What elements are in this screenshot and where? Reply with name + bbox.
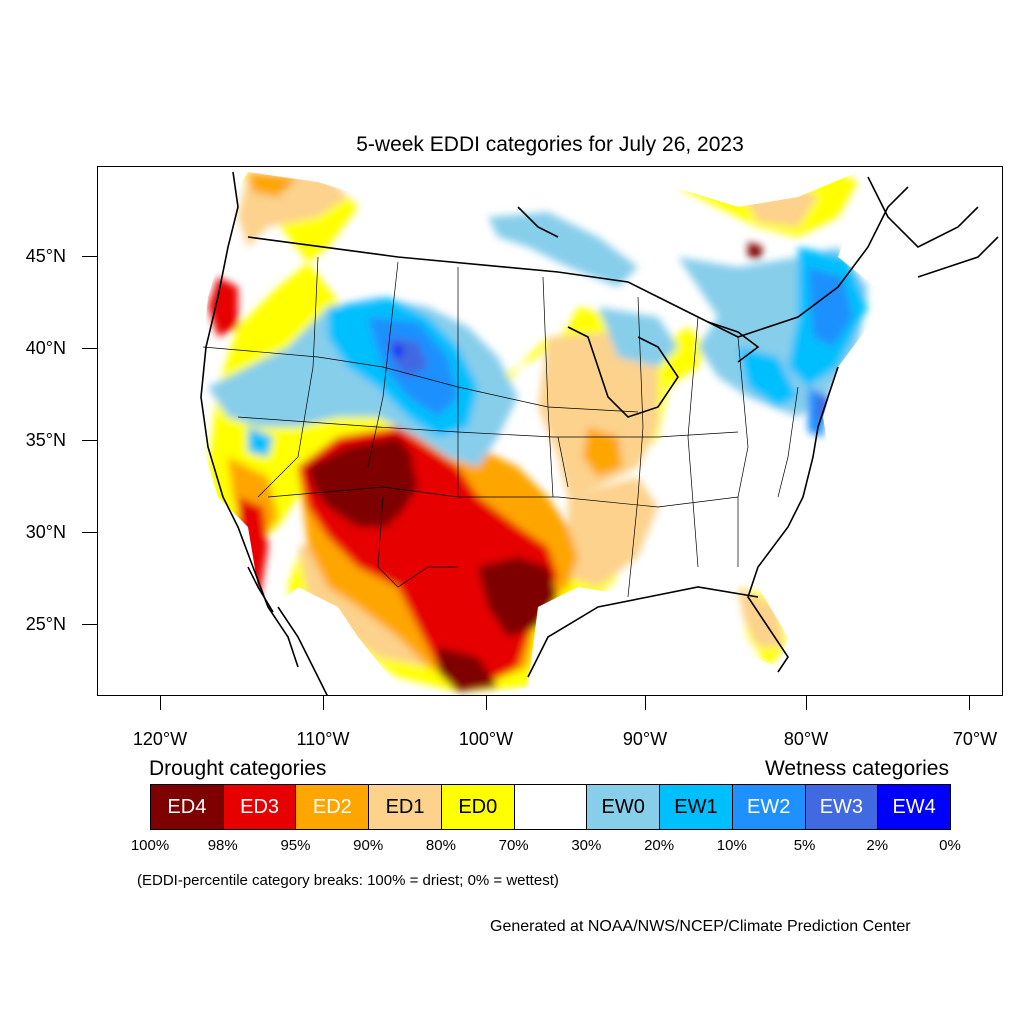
lon-tick (806, 696, 807, 710)
lon-tick (969, 696, 970, 710)
legend-break-label: 5% (793, 837, 816, 854)
lat-label-30: 30°N (25, 522, 66, 542)
legend-swatch: ED2 (295, 784, 370, 830)
lat-tick (82, 256, 97, 257)
lon-label-70: 70°W (952, 729, 998, 749)
legend-break-label: 70% (498, 837, 529, 854)
credit-line: Generated at NOAA/NWS/NCEP/Climate Predi… (490, 918, 911, 935)
lat-tick (82, 440, 97, 441)
legend-swatch: ED1 (368, 784, 442, 830)
lon-label-110: 110°W (296, 729, 350, 749)
lat-label-25: 25°N (25, 614, 66, 634)
lat-tick (82, 348, 97, 349)
map-title: 5-week EDDI categories for July 26, 2023 (356, 133, 744, 156)
eddi-map (198, 171, 999, 695)
legend-swatch: EW1 (659, 784, 733, 830)
legend-break-label: 30% (571, 837, 602, 854)
category-note: (EDDI-percentile category breaks: 100% =… (137, 872, 559, 889)
lon-label-120: 120°W (132, 729, 188, 749)
legend-break-label: 20% (644, 837, 675, 854)
legend-swatch: EW4 (877, 784, 951, 830)
lon-tick (486, 696, 487, 710)
legend-break-label: 98% (207, 837, 238, 854)
legend-break-label: 90% (353, 837, 384, 854)
legend-break-label: 2% (866, 837, 889, 854)
legend-break-label: 0% (939, 837, 961, 854)
state-borders (202, 256, 799, 598)
lat-label-40: 40°N (25, 338, 66, 358)
lon-label-90: 90°W (622, 729, 668, 749)
lon-label-100: 100°W (458, 729, 514, 749)
legend-swatch: EW0 (586, 784, 661, 830)
eddi-field (198, 172, 888, 695)
coastline (200, 171, 999, 695)
legend-bar: ED4 ED3 ED2 ED1 ED0 EW0 EW1 EW2 EW3 EW4 (150, 784, 951, 830)
legend-break-label: 95% (280, 837, 311, 854)
lon-tick (160, 696, 161, 710)
wetness-heading: Wetness categories (764, 757, 949, 780)
lon-tick (645, 696, 646, 710)
lat-label-35: 35°N (25, 430, 66, 450)
legend-swatch: ED3 (222, 784, 297, 830)
legend-swatch (513, 784, 588, 830)
legend-break-label: 100% (130, 837, 170, 854)
legend-break-label: 10% (716, 837, 747, 854)
lat-tick (82, 532, 97, 533)
lat-tick (82, 624, 97, 625)
lon-tick (323, 696, 324, 710)
legend-swatch: ED0 (440, 784, 515, 830)
legend-break-label: 80% (425, 837, 456, 854)
legend-swatch: EW3 (804, 784, 879, 830)
legend-swatch: ED4 (150, 784, 224, 830)
drought-heading: Drought categories (149, 757, 327, 780)
lon-label-80: 80°W (783, 729, 829, 749)
legend-swatch: EW2 (731, 784, 806, 830)
map-panel (97, 166, 1003, 696)
lat-label-45: 45°N (25, 246, 66, 266)
